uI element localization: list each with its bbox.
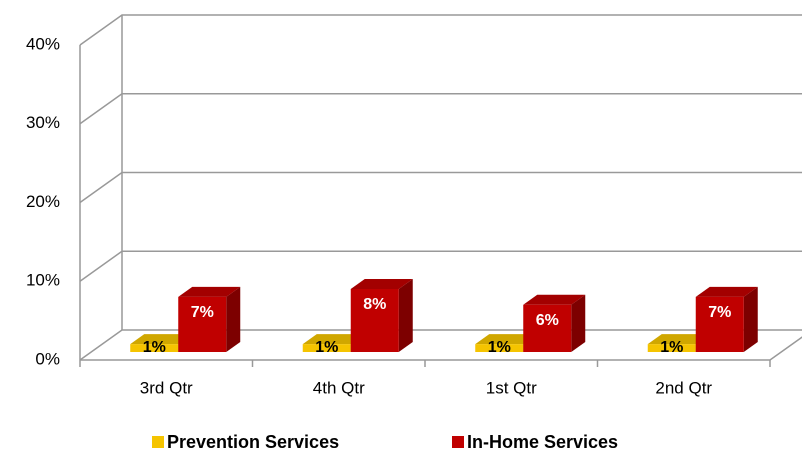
value-label: 1% [143,339,166,356]
bar [302,344,351,352]
value-label: 1% [488,339,511,356]
bar-top [695,286,758,297]
bar-top [350,279,413,289]
y-tick-label: 30% [26,113,60,132]
bar-side [743,286,758,352]
value-label: 1% [315,339,338,356]
y-tick-label: 20% [26,192,60,211]
legend-swatch [452,436,464,448]
grid-line [79,250,802,282]
y-tick-label: 40% [26,34,60,53]
bar-side [226,286,241,352]
bar [647,344,696,352]
legend-label: In-Home Services [467,432,618,452]
value-label: 8% [363,296,386,313]
x-tick-label: 4th Qtr [313,378,365,397]
bar [523,304,572,352]
x-tick-label: 2nd Qtr [655,378,712,397]
bar-top [130,334,193,345]
y-tick-label: 10% [26,271,60,290]
bar-side [398,279,413,352]
value-label: 6% [536,312,559,329]
grid-line [79,14,802,46]
bar-side [571,294,586,352]
bar [178,296,227,352]
grid-line [79,93,802,125]
y-tick-label: 0% [35,349,60,368]
value-label: 7% [191,304,214,321]
legend-label: Prevention Services [167,432,339,452]
bar [475,344,524,352]
bar [695,296,744,352]
value-label: 1% [660,339,683,356]
legend-swatch [152,436,164,448]
x-tick-label: 1st Qtr [486,378,537,397]
bar-top [475,334,538,345]
bar-top [523,294,586,305]
bar [350,289,399,352]
grid-line [79,171,802,204]
bar-top [647,334,710,345]
bar-top [178,286,241,297]
bar-top [302,334,365,345]
x-tick-label: 3rd Qtr [140,378,193,397]
value-label: 7% [708,304,731,321]
bar [130,344,179,352]
